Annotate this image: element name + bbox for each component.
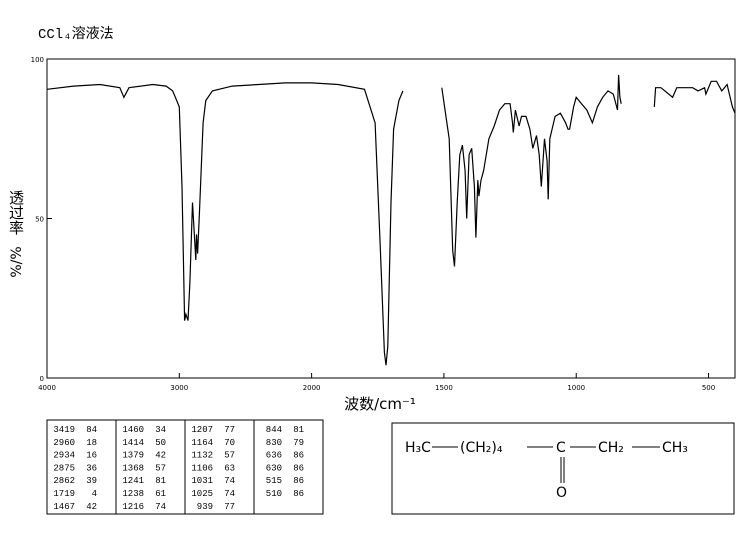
x-tick-label: 2000 — [303, 384, 321, 392]
peak-wavenumber: 515 — [266, 476, 282, 486]
peak-transmittance: 39 — [86, 476, 97, 486]
structure-group: CH₂ — [598, 440, 624, 456]
x-tick-label: 500 — [702, 384, 715, 392]
peak-wavenumber: 939 — [197, 502, 213, 512]
peak-transmittance: 63 — [224, 463, 235, 473]
peak-transmittance: 42 — [86, 502, 97, 512]
x-tick-label: 1000 — [567, 384, 585, 392]
peak-transmittance: 86 — [293, 463, 304, 473]
peak-transmittance: 86 — [293, 476, 304, 486]
y-tick-label: 0 — [40, 375, 44, 383]
peak-transmittance: 77 — [224, 425, 235, 435]
structure-group: C — [556, 440, 566, 456]
structure-group: CH₃ — [662, 440, 688, 456]
peak-wavenumber: 1132 — [191, 451, 213, 461]
y-tick-label: 50 — [35, 216, 44, 224]
y-axis-unit: %/% — [9, 246, 25, 277]
structure-group: H₃C — [405, 440, 431, 456]
peak-wavenumber: 1719 — [53, 489, 75, 499]
y-axis-label: 透过率 — [7, 190, 25, 235]
peak-transmittance: 16 — [86, 451, 97, 461]
peak-wavenumber: 510 — [266, 489, 282, 499]
peak-wavenumber: 630 — [266, 463, 282, 473]
peak-wavenumber: 1216 — [122, 502, 144, 512]
peak-transmittance: 4 — [92, 489, 97, 499]
peak-wavenumber: 3419 — [53, 425, 75, 435]
structure: H₃C (CH₂)₄ C O CH₂ CH₃ — [405, 440, 688, 501]
peak-wavenumber: 1414 — [122, 438, 144, 448]
peak-transmittance: 70 — [224, 438, 235, 448]
peak-transmittance: 84 — [86, 425, 97, 435]
peak-transmittance: 36 — [86, 463, 97, 473]
peak-transmittance: 79 — [293, 438, 304, 448]
peak-wavenumber: 1025 — [191, 489, 213, 499]
peak-wavenumber: 1368 — [122, 463, 144, 473]
structure-group: (CH₂)₄ — [460, 440, 503, 456]
peak-wavenumber: 2960 — [53, 438, 75, 448]
peak-wavenumber: 1031 — [191, 476, 213, 486]
x-tick-label: 3000 — [170, 384, 188, 392]
peak-wavenumber: 1241 — [122, 476, 144, 486]
peak-transmittance: 74 — [224, 476, 235, 486]
peak-wavenumber: 1467 — [53, 502, 75, 512]
peak-transmittance: 81 — [293, 425, 304, 435]
structure-oxygen: O — [556, 485, 567, 501]
chart-title: CCl₄溶液法 — [38, 26, 114, 43]
structure-frame — [391, 422, 735, 515]
peak-wavenumber: 830 — [266, 438, 282, 448]
x-tick-label: 1500 — [435, 384, 453, 392]
peak-wavenumber: 2875 — [53, 463, 75, 473]
peak-transmittance: 18 — [86, 438, 97, 448]
x-axis-label: 波数/cm⁻¹ — [344, 395, 416, 413]
peak-transmittance: 86 — [293, 451, 304, 461]
peak-transmittance: 86 — [293, 489, 304, 499]
peak-wavenumber: 1164 — [191, 438, 213, 448]
peak-transmittance: 61 — [155, 489, 166, 499]
peak-transmittance: 81 — [155, 476, 166, 486]
peak-wavenumber: 636 — [266, 451, 282, 461]
peak-wavenumber: 1106 — [191, 463, 213, 473]
x-tick-label: 4000 — [38, 384, 56, 392]
peak-transmittance: 74 — [155, 502, 166, 512]
peak-transmittance: 50 — [155, 438, 166, 448]
peak-transmittance: 42 — [155, 451, 166, 461]
spectrum-line — [46, 74, 736, 366]
peak-transmittance: 57 — [155, 463, 166, 473]
peak-wavenumber: 1238 — [122, 489, 144, 499]
peak-wavenumber: 1460 — [122, 425, 144, 435]
peak-wavenumber: 1379 — [122, 451, 144, 461]
peak-transmittance: 77 — [224, 502, 235, 512]
y-tick-label: 100 — [31, 56, 44, 64]
peak-transmittance: 57 — [224, 451, 235, 461]
peak-wavenumber: 844 — [266, 425, 282, 435]
peak-transmittance: 34 — [155, 425, 166, 435]
peak-wavenumber: 1207 — [191, 425, 213, 435]
peak-transmittance: 74 — [224, 489, 235, 499]
peak-wavenumber: 2934 — [53, 451, 75, 461]
peak-wavenumber: 2862 — [53, 476, 75, 486]
